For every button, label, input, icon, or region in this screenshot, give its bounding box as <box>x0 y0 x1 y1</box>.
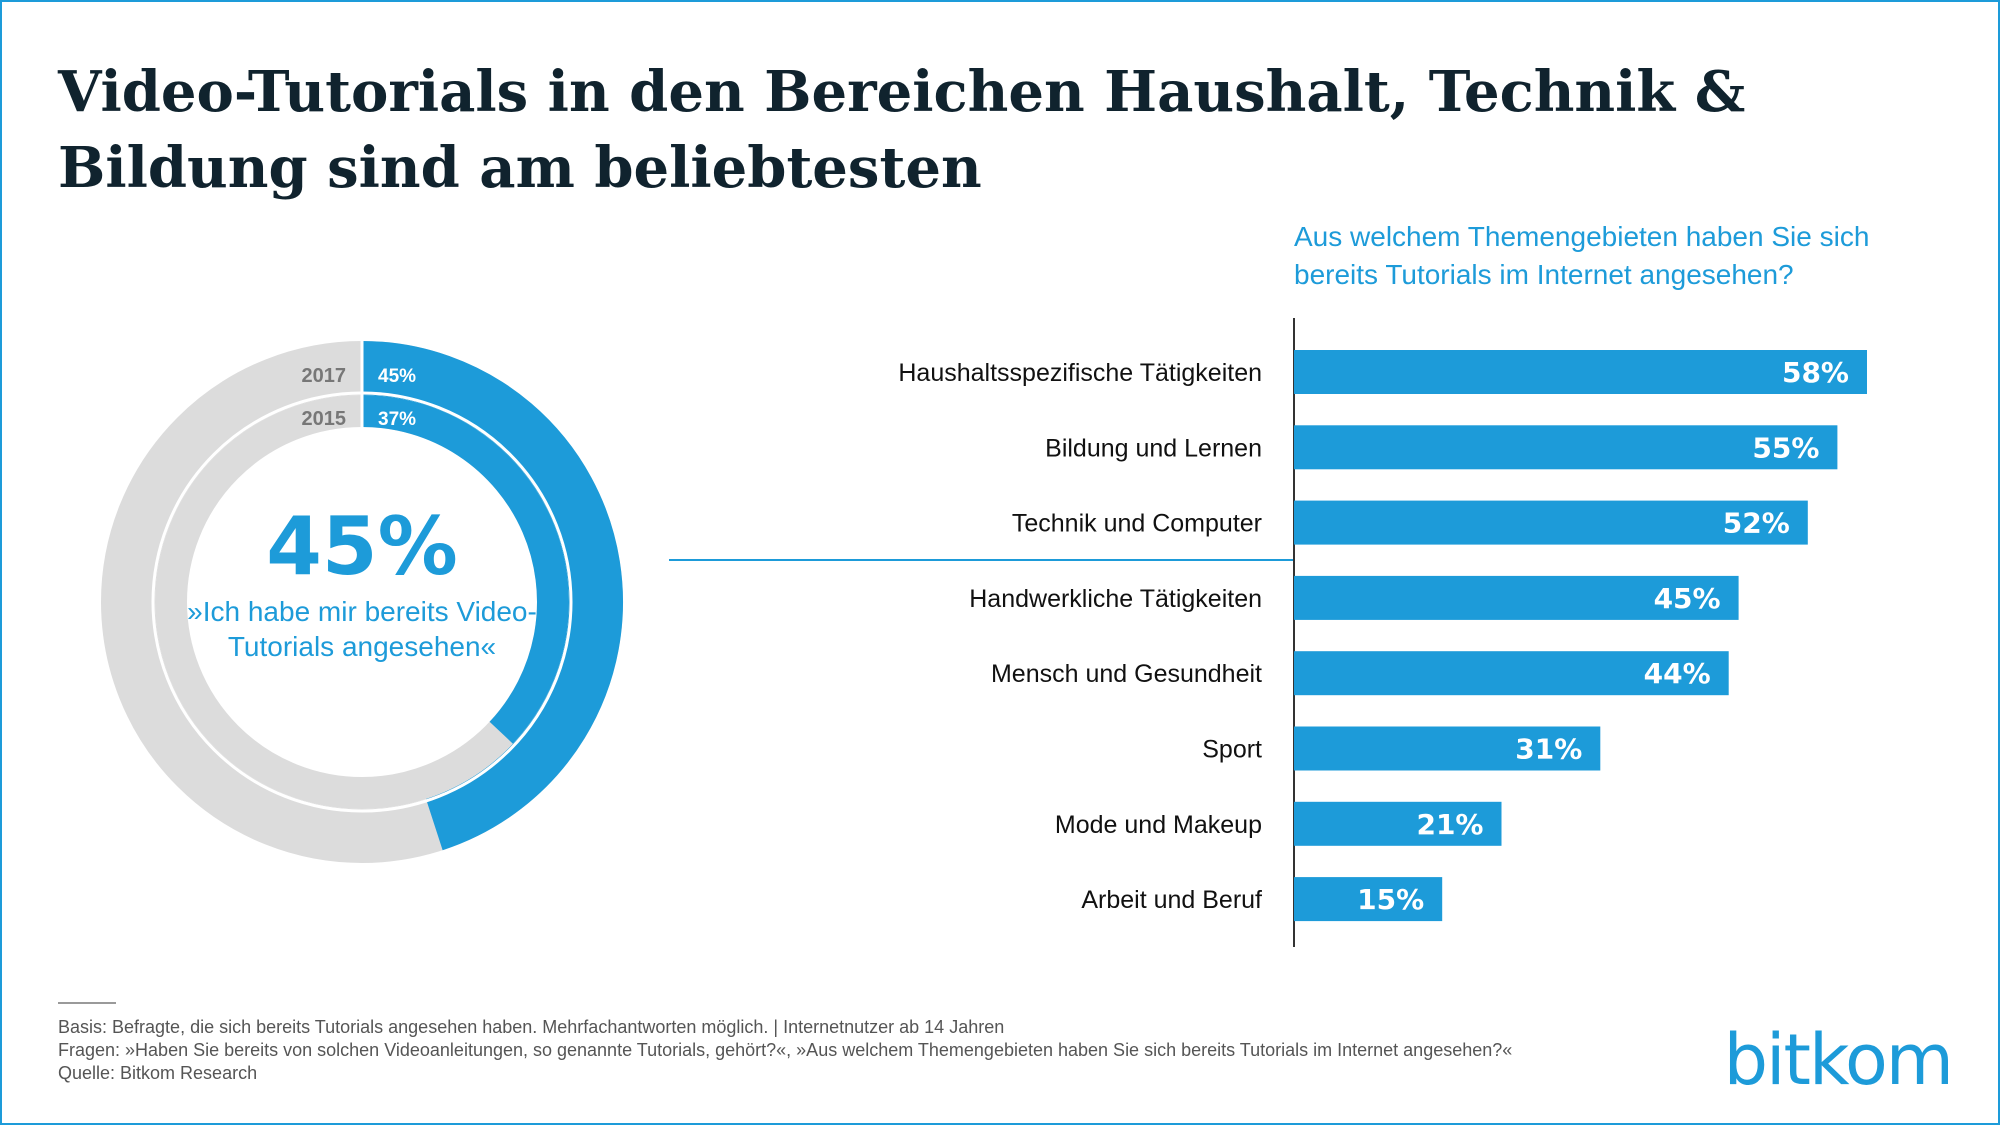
bar-category-label: Technik und Computer <box>1012 510 1262 538</box>
footer-fragen: Fragen: »Haben Sie bereits von solchen V… <box>58 1040 1513 1060</box>
bar <box>1294 726 1601 771</box>
ring-value-label-2017: 45% <box>378 366 416 387</box>
bar <box>1294 350 1867 394</box>
donut-chart: 2017 45% 2015 37% <box>101 340 623 863</box>
ring-year-label-2017: 2017 <box>302 365 347 387</box>
bar-value-label: 15% <box>1357 883 1424 916</box>
bar <box>1294 877 1443 922</box>
survey-question: Aus welchem Themengebieten haben Sie sic… <box>1294 221 1870 290</box>
bar <box>1294 651 1729 696</box>
bar <box>1294 500 1808 545</box>
bar-value-label: 21% <box>1416 808 1483 841</box>
page-title: Video-Tutorials in den Bereichen Haushal… <box>58 59 1746 201</box>
ring-year-label-2015: 2015 <box>302 408 347 430</box>
bar <box>1294 425 1838 470</box>
connector-line <box>669 559 1294 561</box>
bar-value-label: 31% <box>1515 733 1582 766</box>
donut-center-value: 45% <box>266 500 458 593</box>
bar-value-label: 44% <box>1644 657 1711 690</box>
donut-ring-2017-value <box>361 341 623 851</box>
bar-value-label: 58% <box>1782 356 1849 389</box>
footer-notes: Basis: Befragte, die sich bereits Tutori… <box>58 1016 1658 1085</box>
bar-category-label: Bildung und Lernen <box>1045 434 1262 462</box>
bar-category-label: Arbeit und Beruf <box>1081 886 1262 914</box>
footer-basis: Basis: Befragte, die sich bereits Tutori… <box>58 1017 1005 1037</box>
bar-value-label: 45% <box>1654 582 1721 615</box>
ring-value-label-2015: 37% <box>378 409 416 430</box>
footer-divider <box>58 1002 116 1004</box>
bar-category-label: Sport <box>1202 736 1262 764</box>
bar <box>1294 575 1739 620</box>
bar-value-label: 52% <box>1723 507 1790 540</box>
bar-value-label: 55% <box>1752 431 1819 464</box>
bar-category-label: Handwerkliche Tätigkeiten <box>969 585 1262 613</box>
bar-category-label: Haushaltsspezifische Tätigkeiten <box>898 359 1262 387</box>
donut-ring-2015-value <box>361 395 569 744</box>
donut-center-text: »Ich habe mir bereits Video-Tutorials an… <box>187 596 537 662</box>
bar-category-label: Mode und Makeup <box>1055 811 1262 839</box>
bitkom-logo: bitkom <box>1723 1019 1954 1101</box>
footer-quelle: Quelle: Bitkom Research <box>58 1063 258 1083</box>
bar-category-label: Mensch und Gesundheit <box>991 660 1262 688</box>
bar <box>1294 801 1502 846</box>
